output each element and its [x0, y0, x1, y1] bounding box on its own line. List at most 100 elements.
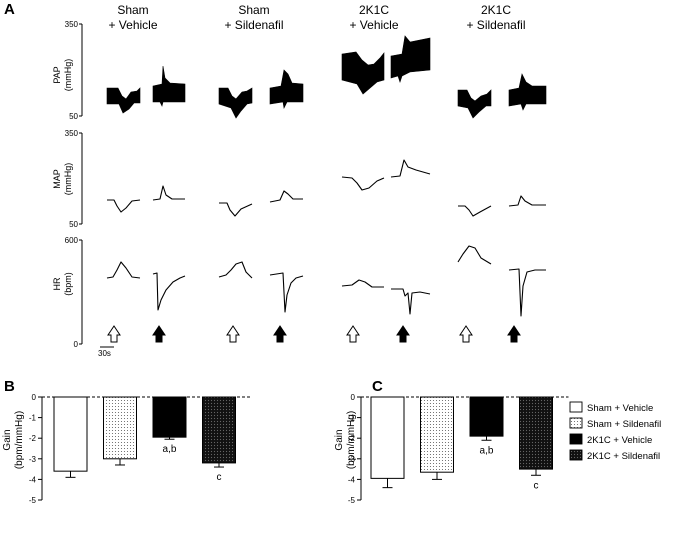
map-traces [107, 159, 546, 217]
legend-swatch-2k1c-vehicle [569, 433, 583, 445]
map-ylabel-line1: MAP [52, 169, 62, 189]
open-arrow-icon [107, 325, 121, 343]
open-arrow-icon [226, 325, 240, 343]
map-ylabel-line2: (mmHg) [63, 163, 73, 196]
chart-c-y-tick-label: 0 [351, 393, 356, 402]
chart-b-bar-2k1c-vehicle [152, 396, 187, 438]
hr-ylabel: HR (bpm) [52, 272, 73, 296]
chart-c-bar-2k1c-sildenafil [519, 396, 553, 470]
filled-arrow-icon [396, 325, 410, 343]
stimulus-arrows [107, 325, 521, 343]
group-header-sham-sildenafil: Sham + Sildenafil [224, 3, 283, 32]
map-trace-2k1c-veh-open [341, 176, 385, 191]
legend-swatch-2k1c-sildenafil [569, 449, 583, 461]
pap-trace-2k1c-veh-open [341, 51, 385, 95]
pap-trace-2k1c-sild-open [457, 89, 492, 119]
group-line2: + Sildenafil [224, 18, 283, 32]
panel-label-c: C [372, 378, 383, 395]
pap-trace-sham-vehicle-open [106, 87, 141, 114]
map-trace-sham-vehicle-filled [152, 185, 185, 201]
map-trace-2k1c-veh-filled [390, 159, 431, 178]
map-trace-2k1c-sild-filled [508, 195, 546, 207]
chart-c-annotation-2k1c-vehicle: a,b [480, 445, 494, 456]
pap-trace-2k1c-veh-filled [390, 35, 431, 83]
panel-label-a: A [4, 1, 15, 18]
legend: Sham + Vehicle Sham + Sildenafil 2K1C + … [569, 401, 661, 462]
legend-swatch-sham-vehicle [569, 401, 583, 413]
chart-c-ylabel: Gain (bpm/mmHg) [334, 411, 357, 469]
chart-b-y-tick-label: -5 [29, 496, 37, 505]
panel-label-b: B [4, 378, 15, 395]
group-line2: + Vehicle [108, 18, 157, 32]
map-bottom-tick: 50 [69, 220, 78, 229]
chart-b-ylabel-line2: (bpm/mmHg) [14, 411, 25, 469]
group-line2: + Vehicle [349, 18, 398, 32]
chart-c-annotation-2k1c-sildenafil: c [534, 480, 539, 491]
hr-trace-2k1c-sild-filled [508, 268, 546, 317]
hr-trace-2k1c-veh-open [341, 279, 384, 288]
pap-ylabel: PAP (mmHg) [52, 59, 73, 92]
chart-c-y-tick-label: -3 [348, 455, 356, 464]
group-line2: + Sildenafil [466, 18, 525, 32]
chart-c-bar-sham-sildenafil [420, 396, 454, 473]
chart-b-y-tick-label: -1 [29, 414, 37, 423]
hr-top-tick: 600 [65, 236, 79, 245]
chart-b-bar-sham-sildenafil [103, 396, 137, 460]
gain-chart-c: Gain (bpm/mmHg) 0 -1 -2 -3 -4 -5 a,b c [334, 393, 569, 505]
chart-c-bar-sham-vehicle [370, 396, 405, 479]
pap-traces [106, 35, 547, 119]
chart-b-bar-sham-vehicle [53, 396, 88, 472]
pap-ylabel-line2: (mmHg) [63, 59, 73, 92]
chart-b-y-tick-label: 0 [32, 393, 37, 402]
hr-traces [106, 245, 546, 317]
open-arrow-icon [459, 325, 473, 343]
chart-c-y-tick-label: -4 [348, 475, 356, 484]
hr-ylabel-line2: (bpm) [63, 272, 73, 296]
chart-c-bar-2k1c-vehicle [469, 396, 504, 437]
hr-ylabel-line1: HR [52, 277, 62, 290]
legend-label-sham-sildenafil: Sham + Sildenafil [587, 419, 661, 430]
map-trace-2k1c-sild-open [458, 205, 492, 217]
chart-b-annotation-2k1c-sildenafil: c [217, 472, 222, 483]
pap-bottom-tick: 50 [69, 112, 78, 121]
map-trace-sham-sild-filled [269, 190, 303, 203]
chart-c-ylabel-line2: (bpm/mmHg) [346, 411, 357, 469]
legend-label-2k1c-sildenafil: 2K1C + Sildenafil [587, 451, 660, 462]
chart-b-y-tick-label: -2 [29, 434, 37, 443]
map-top-tick: 350 [65, 129, 79, 138]
hr-trace-2k1c-veh-filled [391, 288, 431, 315]
group-header-2k1c-sildenafil: 2K1C + Sildenafil [466, 3, 525, 32]
pap-trace-2k1c-sild-filled [508, 73, 547, 111]
chart-c-y-tick-label: -5 [348, 496, 356, 505]
legend-swatch-sham-sildenafil [569, 417, 583, 429]
filled-arrow-icon [273, 325, 287, 343]
chart-c-y-tick-label: -1 [348, 414, 356, 423]
chart-b-bar-2k1c-sildenafil [202, 396, 236, 464]
group-header-2k1c-vehicle: 2K1C + Vehicle [349, 3, 398, 32]
time-scale-label: 30s [98, 349, 111, 358]
hr-trace-sham-vehicle-open [106, 261, 141, 279]
group-line1: Sham [238, 3, 269, 17]
legend-label-2k1c-vehicle: 2K1C + Vehicle [587, 435, 652, 446]
open-arrow-icon [346, 325, 360, 343]
group-header-sham-vehicle: Sham + Vehicle [108, 3, 157, 32]
pap-ylabel-line1: PAP [52, 66, 62, 83]
filled-arrow-icon [507, 325, 521, 343]
map-trace-sham-sild-open [219, 202, 253, 217]
chart-b-ylabel-line1: Gain [2, 429, 13, 450]
pap-trace-sham-sild-filled [269, 69, 304, 109]
legend-label-sham-vehicle: Sham + Vehicle [587, 403, 653, 414]
group-line1: 2K1C [481, 3, 511, 17]
chart-c-y-tick-label: -2 [348, 434, 356, 443]
chart-b-annotation-2k1c-vehicle: a,b [163, 444, 177, 455]
pap-trace-sham-vehicle-filled [152, 65, 186, 107]
chart-c-ylabel-line1: Gain [334, 429, 345, 450]
pap-top-tick: 350 [65, 20, 79, 29]
hr-trace-sham-sild-open [218, 261, 253, 279]
map-ylabel: MAP (mmHg) [52, 163, 73, 196]
chart-b-y-tick-label: -4 [29, 475, 37, 484]
gain-chart-b: Gain (bpm/mmHg) 0 -1 -2 -3 -4 -5 a,b c [2, 393, 252, 505]
group-line1: Sham [117, 3, 148, 17]
pap-trace-sham-sild-open [218, 87, 253, 119]
